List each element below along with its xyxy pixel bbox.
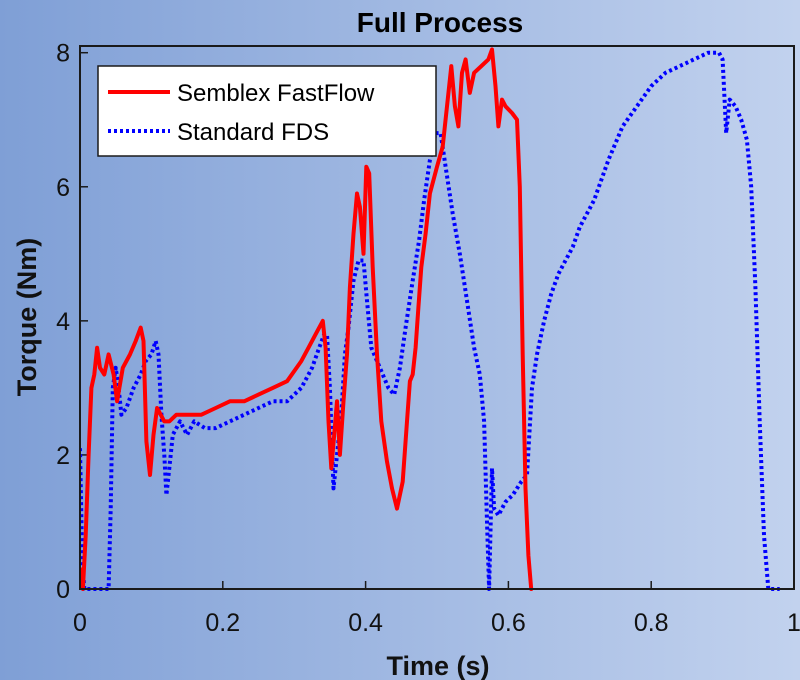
y-tick-label: 8 [56, 40, 70, 68]
y-tick-label: 4 [56, 308, 70, 336]
x-tick-label: 0.4 [348, 609, 383, 637]
y-tick-label: 6 [56, 174, 70, 202]
series-layer [80, 47, 780, 591]
x-tick-label: 0.8 [634, 609, 669, 637]
x-tick-label: 0.6 [491, 609, 526, 637]
y-tick-label: 0 [56, 576, 70, 604]
x-tick-label: 0 [73, 609, 87, 637]
legend-box [97, 65, 437, 157]
series-line-semblex-fastflow [80, 47, 534, 591]
plot-area-frame [79, 45, 795, 590]
axis-ticks: 0 0.2 0.4 0.6 0.8 1 0 2 4 6 8 [56, 40, 800, 637]
legend-label-standard: Standard FDS [177, 119, 329, 146]
x-tick-label: 1 [787, 609, 800, 637]
y-tick-label: 2 [56, 442, 70, 470]
legend-label-semblex: Semblex FastFlow [177, 80, 375, 107]
series-line-standard-fds [80, 50, 780, 591]
chart-title: Full Process [357, 7, 524, 38]
y-axis-label: Torque (Nm) [12, 238, 42, 396]
x-tick-label: 0.2 [205, 609, 240, 637]
x-axis-label: Time (s) [386, 651, 489, 680]
legend: Semblex FastFlow Standard FDS [97, 65, 437, 157]
